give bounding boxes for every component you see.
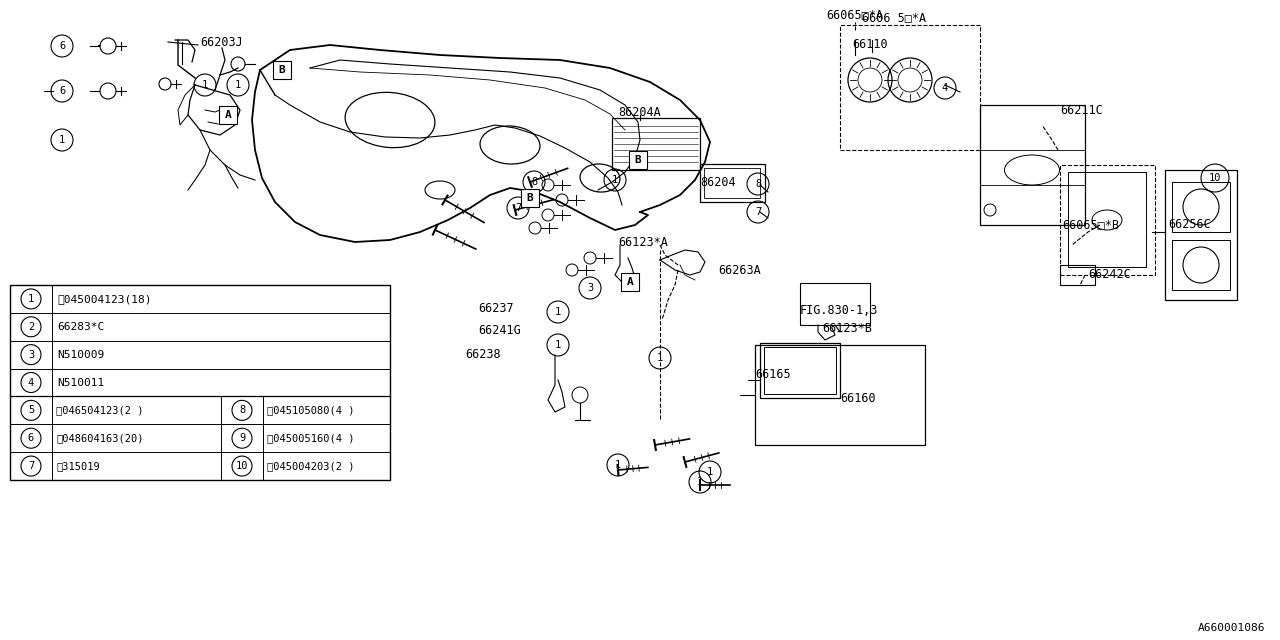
Text: 66123*B: 66123*B <box>822 321 872 335</box>
Text: N510011: N510011 <box>58 378 104 387</box>
Bar <box>1068 172 1146 267</box>
Bar <box>700 164 765 202</box>
Bar <box>621 273 639 291</box>
Text: 4: 4 <box>942 83 948 93</box>
Bar <box>840 25 980 150</box>
Text: 6: 6 <box>59 86 65 96</box>
Text: 6606 5□*A: 6606 5□*A <box>861 12 927 24</box>
Bar <box>760 343 840 398</box>
Text: 1: 1 <box>554 340 561 350</box>
Text: A660001086: A660001086 <box>1198 623 1265 633</box>
Text: B: B <box>526 193 534 203</box>
Text: 86204A: 86204A <box>618 106 660 118</box>
Text: Ⓢ046504123(2 ): Ⓢ046504123(2 ) <box>56 405 143 415</box>
Text: 1: 1 <box>696 477 703 487</box>
Text: Ⓢ045105080(4 ): Ⓢ045105080(4 ) <box>268 405 355 415</box>
Text: 66241G: 66241G <box>477 323 521 337</box>
Text: 7: 7 <box>755 207 762 217</box>
Text: 10: 10 <box>1208 173 1221 183</box>
Text: 1: 1 <box>657 353 663 363</box>
Text: Ⓢ045004203(2 ): Ⓢ045004203(2 ) <box>268 461 355 471</box>
Text: 66256C: 66256C <box>1169 218 1211 232</box>
Text: 8: 8 <box>239 405 246 415</box>
Bar <box>1060 165 1155 275</box>
Text: B: B <box>635 155 641 165</box>
Text: 10: 10 <box>236 461 248 471</box>
Text: 66165: 66165 <box>755 369 791 381</box>
Bar <box>764 347 836 394</box>
Bar <box>1165 170 1236 300</box>
Bar <box>628 151 646 169</box>
Text: 66110: 66110 <box>852 38 887 51</box>
Text: A: A <box>224 110 232 120</box>
Bar <box>219 106 237 124</box>
Bar <box>800 283 870 325</box>
Text: 66242C: 66242C <box>1088 269 1130 282</box>
Text: 7: 7 <box>515 203 521 213</box>
Text: 1: 1 <box>554 307 561 317</box>
Text: 66263A: 66263A <box>718 264 760 276</box>
Bar <box>704 168 760 198</box>
Text: 1: 1 <box>612 175 618 185</box>
Text: 2: 2 <box>28 322 35 332</box>
Text: 6: 6 <box>59 41 65 51</box>
Text: 66238: 66238 <box>465 349 500 362</box>
Text: Ⓢ045005160(4 ): Ⓢ045005160(4 ) <box>268 433 355 444</box>
Text: 7: 7 <box>28 461 35 471</box>
Text: 1: 1 <box>707 467 713 477</box>
Text: 66203J: 66203J <box>200 35 243 49</box>
Text: 1: 1 <box>202 80 209 90</box>
Text: 1: 1 <box>234 80 241 90</box>
Text: 86204: 86204 <box>700 175 736 189</box>
Text: 66237: 66237 <box>477 301 513 314</box>
Text: 66065□*B: 66065□*B <box>1062 218 1119 232</box>
Bar <box>10 285 390 480</box>
Text: 66065□*A: 66065□*A <box>827 8 883 22</box>
Bar <box>980 105 1085 225</box>
Text: 8: 8 <box>531 177 538 187</box>
Text: A: A <box>627 277 634 287</box>
Text: 1: 1 <box>28 294 35 304</box>
Text: 3: 3 <box>28 349 35 360</box>
Text: Ⓢ045004123(18): Ⓢ045004123(18) <box>58 294 151 304</box>
Text: 6: 6 <box>28 433 35 444</box>
Text: B: B <box>279 65 285 75</box>
Text: FIG.830-1,3: FIG.830-1,3 <box>800 303 878 317</box>
Text: 3: 3 <box>586 283 593 293</box>
Text: 1: 1 <box>614 460 621 470</box>
Bar <box>1172 182 1230 232</box>
Bar <box>521 189 539 207</box>
Text: Ⓢ315019: Ⓢ315019 <box>56 461 100 471</box>
Text: Ⓢ048604163(20): Ⓢ048604163(20) <box>56 433 143 444</box>
Bar <box>612 118 700 170</box>
Text: 5: 5 <box>28 405 35 415</box>
Bar <box>1172 240 1230 290</box>
Text: 8: 8 <box>755 179 762 189</box>
Text: 66211C: 66211C <box>1060 104 1103 116</box>
Bar <box>755 345 925 445</box>
Text: 9: 9 <box>239 433 246 444</box>
Bar <box>1060 265 1094 285</box>
Text: 66123*A: 66123*A <box>618 236 668 248</box>
Text: 66160: 66160 <box>840 392 876 404</box>
Text: 1: 1 <box>59 135 65 145</box>
Text: 66283*C: 66283*C <box>58 322 104 332</box>
Text: N510009: N510009 <box>58 349 104 360</box>
Bar <box>273 61 291 79</box>
Text: 4: 4 <box>28 378 35 387</box>
